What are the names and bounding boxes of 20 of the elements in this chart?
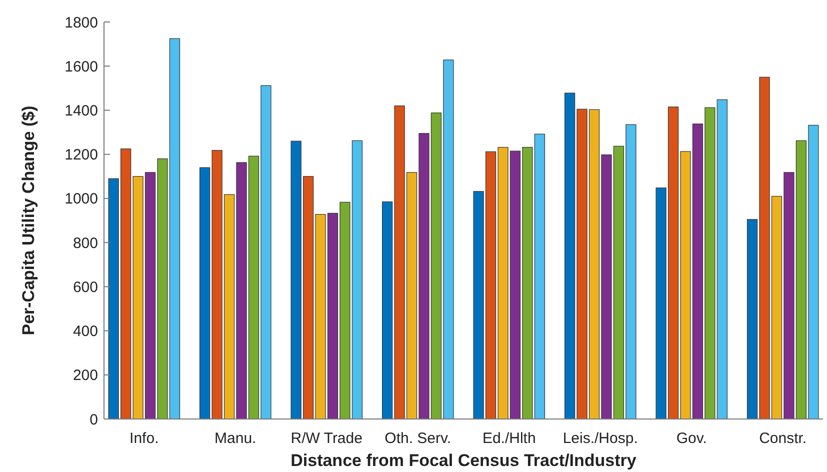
x-tick-label: Constr. (759, 430, 807, 447)
y-axis-title: Per-Capita Utility Change ($) (19, 106, 38, 336)
x-tick-label: R/W Trade (290, 430, 362, 447)
x-axis-title: Distance from Focal Census Tract/Industry (290, 451, 637, 470)
y-tick-label: 600 (72, 278, 98, 296)
y-tick-label: 400 (72, 323, 98, 340)
y-tick-label: 1400 (64, 102, 98, 120)
y-tick-label: 800 (72, 234, 98, 252)
y-tick-label: 200 (72, 367, 98, 384)
y-tick-label: 1600 (64, 58, 98, 76)
x-tick-label: Ed./Hlth (482, 430, 536, 447)
y-tick-label: 1200 (64, 146, 98, 164)
x-tick-label: Gov. (676, 430, 707, 447)
y-tick-label: 0 (90, 411, 98, 428)
y-tick-label: 1000 (64, 190, 98, 208)
x-tick-label: Info. (130, 430, 159, 447)
x-tick-label: Manu. (214, 430, 256, 447)
y-tick-label: 1800 (64, 14, 98, 32)
x-tick-label: Leis./Hosp. (562, 430, 638, 447)
x-tick-label: Oth. Serv. (384, 430, 452, 447)
